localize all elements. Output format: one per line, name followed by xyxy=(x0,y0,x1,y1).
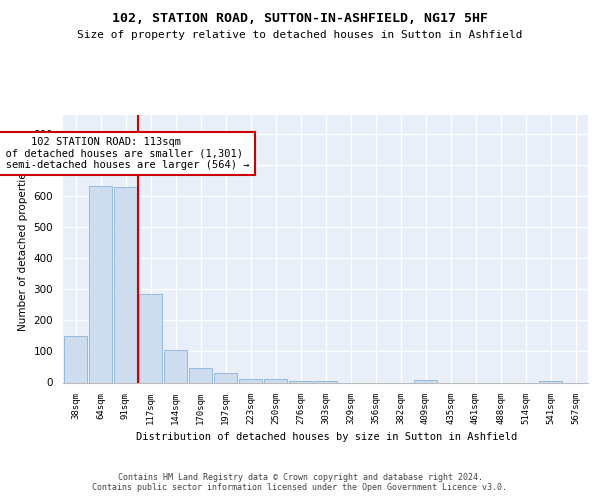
Bar xyxy=(114,187,137,382)
Bar xyxy=(414,380,437,382)
Bar xyxy=(264,379,287,382)
Text: Contains HM Land Registry data © Crown copyright and database right 2024.
Contai: Contains HM Land Registry data © Crown c… xyxy=(92,472,508,492)
Bar xyxy=(314,380,337,382)
Text: 102 STATION ROAD: 113sqm
← 69% of detached houses are smaller (1,301)
30% of sem: 102 STATION ROAD: 113sqm ← 69% of detach… xyxy=(0,137,250,170)
Text: 102, STATION ROAD, SUTTON-IN-ASHFIELD, NG17 5HF: 102, STATION ROAD, SUTTON-IN-ASHFIELD, N… xyxy=(112,12,488,26)
Bar xyxy=(214,372,237,382)
Y-axis label: Number of detached properties: Number of detached properties xyxy=(18,166,28,331)
Bar xyxy=(164,350,187,382)
Bar xyxy=(289,380,312,382)
Bar xyxy=(64,336,87,382)
Bar xyxy=(139,294,162,382)
Bar xyxy=(89,186,112,382)
Bar xyxy=(539,380,562,382)
Text: Distribution of detached houses by size in Sutton in Ashfield: Distribution of detached houses by size … xyxy=(136,432,518,442)
Bar xyxy=(189,368,212,382)
Bar xyxy=(239,379,262,382)
Text: Size of property relative to detached houses in Sutton in Ashfield: Size of property relative to detached ho… xyxy=(77,30,523,40)
